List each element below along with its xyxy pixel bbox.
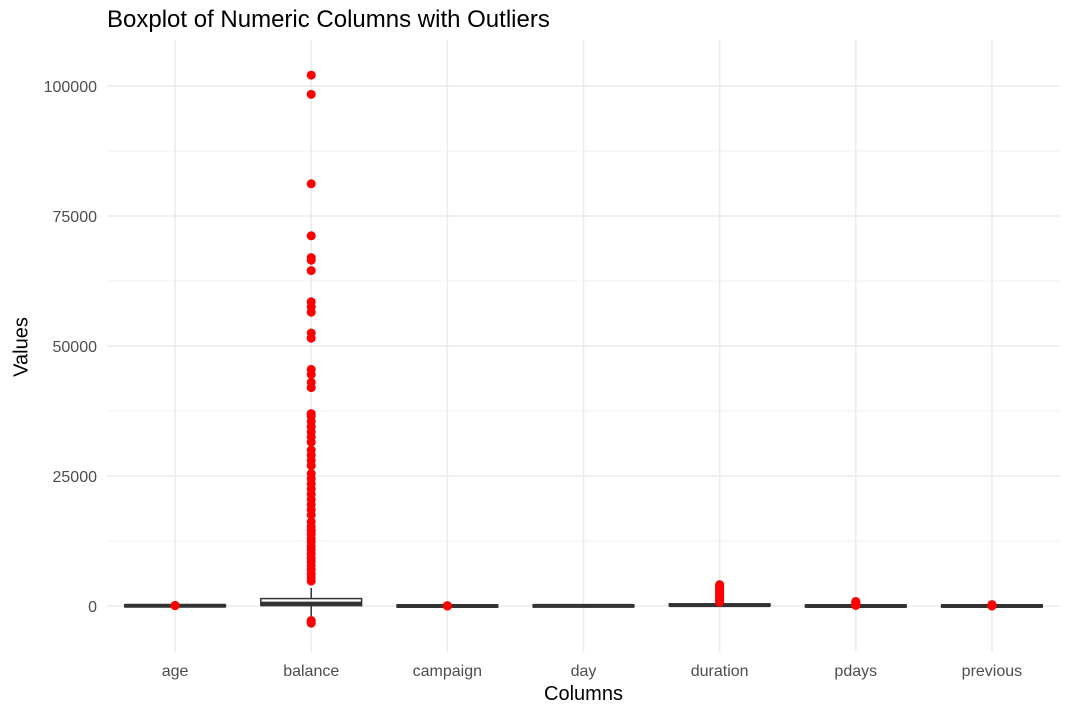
outlier-point (306, 297, 316, 307)
y-tick-label: 25000 (53, 469, 98, 486)
outlier-point (306, 231, 316, 241)
y-tick-label: 0 (88, 599, 97, 616)
outlier-point (306, 517, 316, 527)
outlier-point (306, 409, 316, 419)
y-tick-label: 100000 (44, 79, 97, 96)
outlier-point (306, 445, 316, 455)
x-tick-label: balance (283, 663, 339, 680)
x-tick-label: day (571, 663, 597, 680)
x-tick-label: campaign (413, 663, 482, 680)
outlier-point (306, 377, 316, 387)
x-tick-label: pdays (834, 663, 877, 680)
x-axis-label: Columns (544, 683, 623, 705)
x-tick-label: duration (691, 663, 749, 680)
outlier-point (442, 601, 452, 611)
outlier-point (306, 468, 316, 478)
outlier-point (306, 266, 316, 276)
x-tick-label: previous (962, 663, 1022, 680)
outlier-point (306, 179, 316, 189)
outlier-point (306, 364, 316, 374)
outlier-point (851, 596, 861, 606)
outlier-point (306, 89, 316, 99)
y-tick-label: 50000 (53, 339, 98, 356)
outlier-point (715, 580, 725, 590)
x-tick-label: age (162, 663, 189, 680)
outlier-point (306, 328, 316, 338)
y-tick-label: 75000 (53, 209, 98, 226)
chart-title: Boxplot of Numeric Columns with Outliers (107, 6, 550, 33)
outlier-point (170, 601, 180, 611)
outlier-point (987, 600, 997, 610)
outlier-point (306, 253, 316, 263)
outlier-point (306, 616, 316, 626)
outlier-point (306, 70, 316, 80)
